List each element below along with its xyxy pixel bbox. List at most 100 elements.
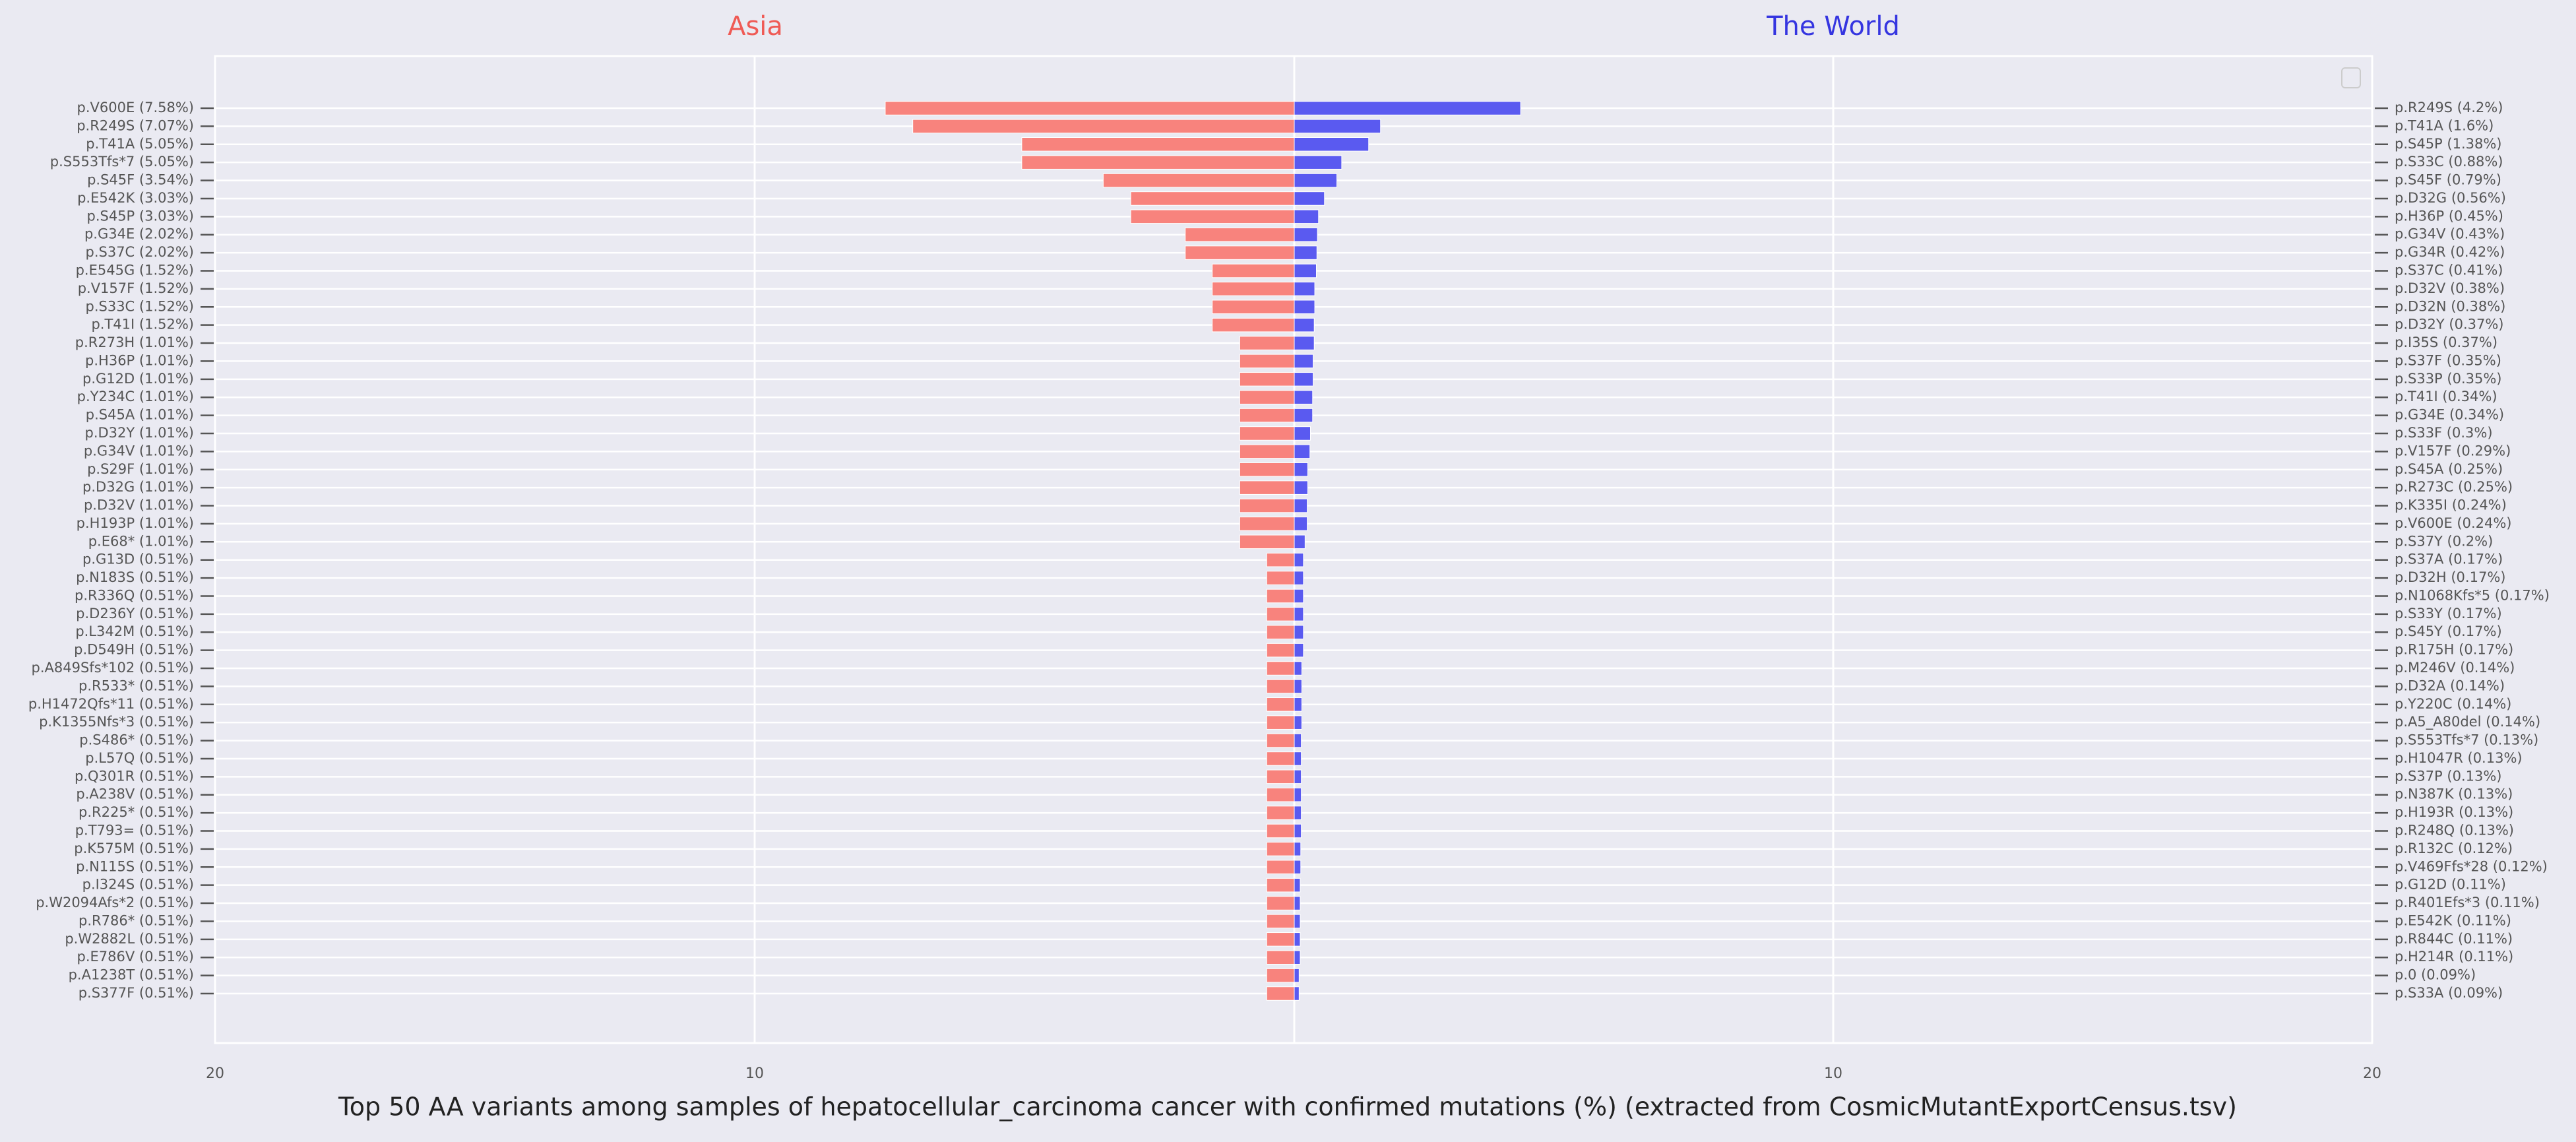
bar [1266, 733, 1295, 748]
y-tick-label: p.L342M (0.51%) [75, 623, 194, 639]
y-tick-label: p.S486* (0.51%) [79, 732, 194, 748]
bar [1294, 588, 1304, 604]
y-tick-label: p.I35S (0.37%) [2395, 334, 2497, 350]
bar [1294, 245, 1317, 260]
y-tick-label: p.L57Q (0.51%) [85, 750, 194, 766]
bar [1266, 571, 1295, 585]
bar [1239, 517, 1295, 531]
bar [1212, 282, 1295, 296]
bar [1294, 137, 1369, 152]
chart-title: Top 50 AA variants among samples of hepa… [338, 1093, 2237, 1122]
bar [1266, 625, 1295, 640]
y-tick-label: p.Y234C (1.01%) [77, 389, 194, 404]
y-tick-label: p.S45A (0.25%) [2395, 461, 2503, 477]
y-tick-label: p.H36P (1.01%) [85, 352, 194, 368]
bar [1266, 697, 1295, 712]
bar [1266, 968, 1295, 983]
y-tick-label: p.I324S (0.51%) [82, 877, 194, 893]
bar [1266, 896, 1295, 910]
bar [1239, 498, 1295, 513]
y-tick-label: p.H193R (0.13%) [2395, 804, 2513, 820]
bar [1266, 823, 1295, 839]
bar [1294, 571, 1304, 585]
bar [1294, 372, 1314, 387]
bar [1294, 227, 1318, 242]
bar [1239, 462, 1295, 477]
y-tick-label: p.V600E (7.58%) [77, 100, 195, 115]
bar [1294, 877, 1301, 893]
y-tick-label: p.H193P (1.01%) [77, 515, 194, 531]
y-tick-label: p.N183S (0.51%) [76, 569, 194, 585]
bar [1294, 390, 1313, 404]
bar [1266, 914, 1295, 929]
bar [1294, 209, 1319, 224]
y-tick-label: p.G13D (0.51%) [82, 552, 194, 567]
bar [1266, 588, 1295, 604]
series-title: The World [1766, 11, 1900, 42]
y-tick-label: p.E542K (3.03%) [77, 190, 194, 206]
bar [1294, 733, 1302, 748]
bar [1294, 643, 1304, 658]
y-tick-label: p.S37A (0.17%) [2395, 552, 2503, 567]
y-tick-label: p.G34R (0.42%) [2395, 244, 2505, 260]
bar [1266, 806, 1295, 820]
y-tick-label: p.D32A (0.14%) [2395, 678, 2505, 693]
bar [1266, 842, 1295, 856]
y-tick-label: p.S33Y (0.17%) [2395, 606, 2502, 621]
y-tick-label: p.D236Y (0.51%) [76, 606, 194, 621]
bar [1266, 661, 1295, 676]
y-tick-label: p.S33C (0.88%) [2395, 154, 2503, 170]
y-tick-label: p.R336Q (0.51%) [75, 587, 194, 603]
bar [1239, 390, 1295, 404]
y-tick-label: p.D32V (0.38%) [2395, 280, 2505, 296]
y-tick-label: p.0 (0.09%) [2395, 967, 2476, 983]
y-tick-label: p.S33C (1.52%) [86, 298, 195, 314]
y-tick-label: p.G34V (1.01%) [84, 443, 194, 459]
bar [1294, 697, 1302, 712]
y-tick-label: p.W2094Afs*2 (0.51%) [36, 895, 194, 910]
y-tick-label: p.R844C (0.11%) [2395, 931, 2513, 947]
y-tick-label: p.A1238T (0.51%) [69, 967, 194, 983]
y-tick-label: p.V600E (0.24%) [2395, 515, 2512, 531]
y-tick-label: p.V469Ffs*28 (0.12%) [2395, 858, 2548, 874]
bar [1294, 534, 1305, 550]
bar [1294, 787, 1302, 802]
y-tick-label: p.T793= (0.51%) [75, 823, 194, 839]
series-title: Asia [728, 11, 783, 42]
y-tick-label: p.V157F (1.52%) [78, 280, 194, 296]
y-tick-label: p.Q301R (0.51%) [75, 768, 194, 784]
x-tick-label: 20 [206, 1065, 224, 1082]
bar [1294, 932, 1301, 947]
y-tick-label: p.H1472Qfs*11 (0.51%) [28, 696, 194, 712]
bar [1294, 968, 1300, 983]
y-tick-label: p.V157F (0.29%) [2395, 443, 2511, 459]
y-tick-label: p.D32Y (1.01%) [85, 425, 195, 441]
bar [1212, 300, 1295, 315]
bar [1294, 426, 1311, 441]
bar [1239, 444, 1295, 459]
bar [1294, 552, 1304, 567]
y-tick-label: p.S33A (0.09%) [2395, 985, 2503, 1001]
bar [1266, 932, 1295, 947]
bar [1294, 607, 1304, 621]
bar [1130, 209, 1295, 224]
bar [1294, 950, 1301, 965]
bar [1239, 408, 1295, 423]
legend-box [2341, 67, 2361, 88]
y-tick-label: p.S45P (1.38%) [2395, 136, 2502, 152]
bar [1266, 950, 1295, 965]
y-tick-label: p.D32Y (0.37%) [2395, 317, 2504, 333]
y-tick-label: p.D549H (0.51%) [74, 642, 194, 658]
bar [1266, 607, 1295, 621]
y-tick-label: p.T41A (1.6%) [2395, 117, 2494, 133]
y-tick-label: p.M246V (0.14%) [2395, 660, 2515, 676]
y-tick-label: p.H1047R (0.13%) [2395, 750, 2523, 766]
bar [1294, 354, 1314, 369]
y-tick-label: p.S553Tfs*7 (0.13%) [2395, 732, 2538, 748]
y-tick-label: p.S45F (3.54%) [87, 172, 194, 188]
bar [1185, 245, 1295, 260]
bar [1021, 155, 1295, 170]
bar [1294, 336, 1315, 350]
bar [1266, 751, 1295, 766]
bar [1239, 426, 1295, 441]
